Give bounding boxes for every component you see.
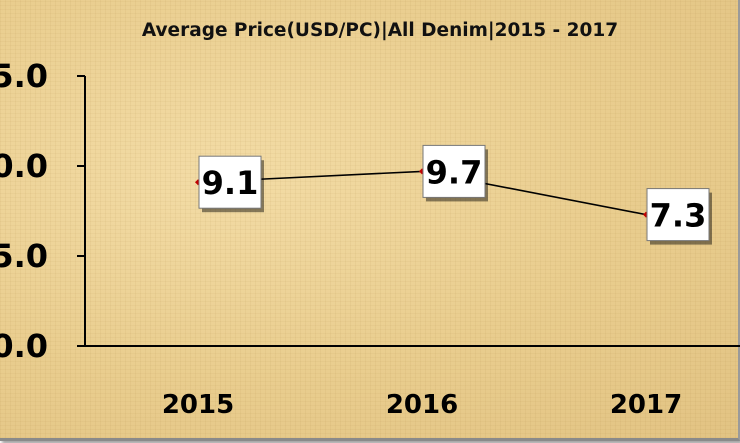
y-tick-label: 10.0 <box>0 147 48 185</box>
data-label: 7.3 <box>646 188 712 245</box>
y-tick-label: 15.0 <box>0 57 48 95</box>
series-line <box>197 170 647 216</box>
data-label: 9.1 <box>198 155 264 213</box>
x-tick-label: 2016 <box>386 390 458 420</box>
data-label-text: 9.7 <box>426 153 483 191</box>
x-tick-label: 2015 <box>162 390 234 420</box>
y-tick-label: 0.0 <box>0 327 48 365</box>
chart-title: Average Price(USD/PC)|All Denim|2015 - 2… <box>141 20 619 41</box>
data-label-text: 7.3 <box>650 197 707 235</box>
x-axis-ticks: 2015 2016 2017 <box>162 390 682 420</box>
data-label-text: 9.1 <box>202 164 259 202</box>
data-label-box <box>646 188 710 242</box>
data-label-box <box>198 155 262 209</box>
y-tick-label: 5.0 <box>0 237 48 275</box>
x-tick-label: 2017 <box>610 390 682 420</box>
y-axis-ticks: 0.0 5.0 10.0 15.0 <box>0 57 85 365</box>
data-label-box <box>422 144 486 198</box>
data-labels: 9.1 9.7 7.3 <box>198 144 712 245</box>
data-label: 9.7 <box>422 144 488 202</box>
series-polyline <box>197 170 647 216</box>
